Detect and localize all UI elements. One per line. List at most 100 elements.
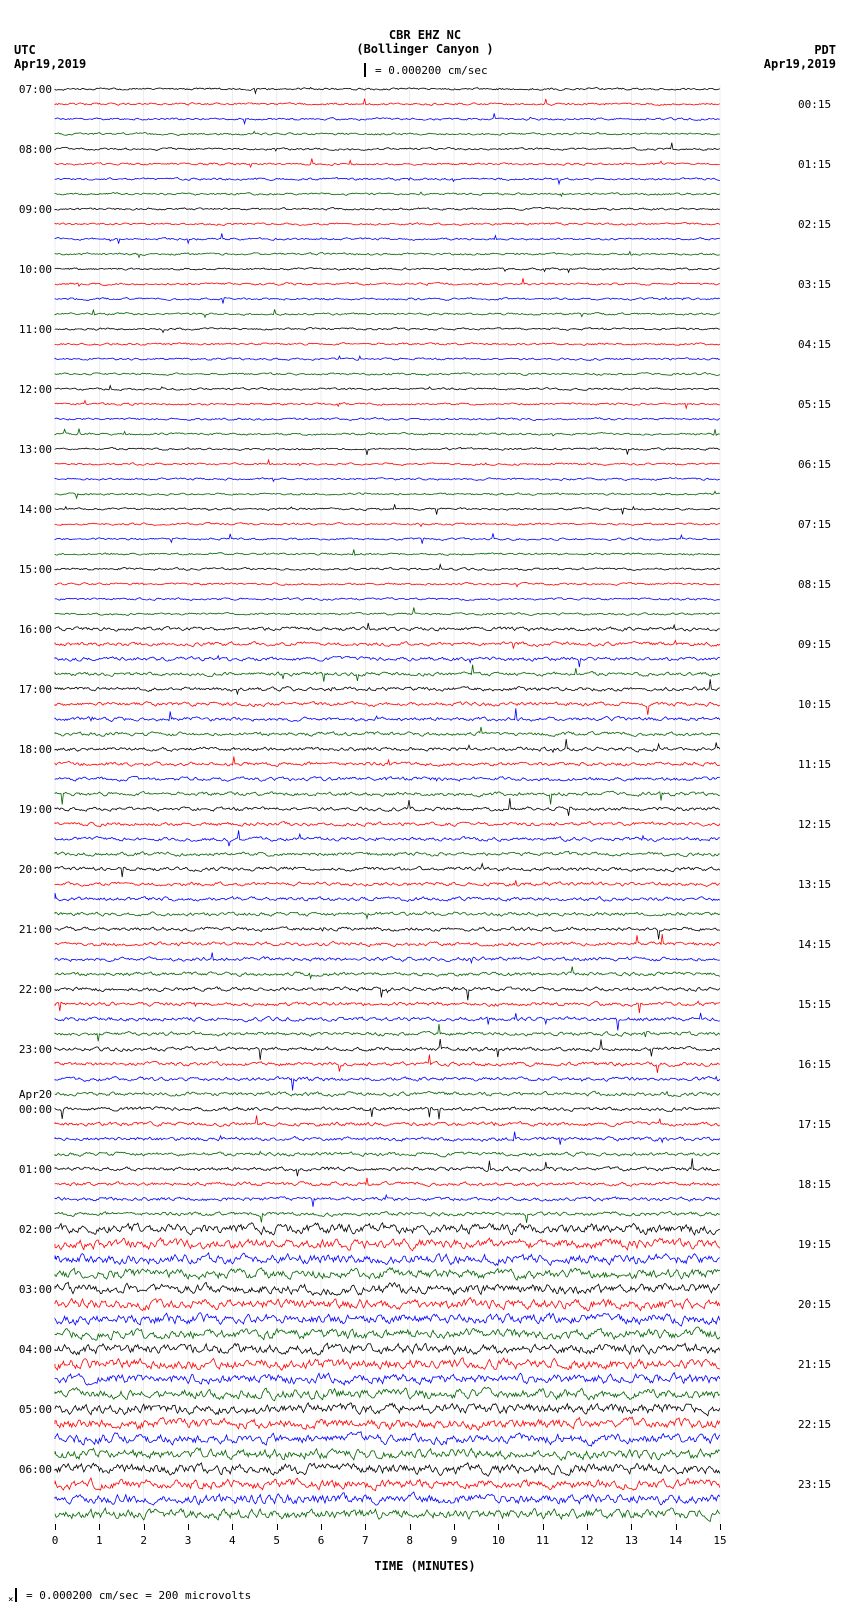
trace-row [55,1373,720,1385]
x-tick-mark [720,1524,721,1530]
trace-row [55,1077,720,1091]
trace-row [55,159,720,168]
trace-row [55,1327,720,1340]
trace-row [55,327,720,332]
trace-row [55,418,720,421]
left-time-label: 16:00 [19,623,52,636]
trace-row [55,1387,720,1400]
trace-row [55,1298,720,1311]
right-time-labels: 00:1501:1502:1503:1504:1505:1506:1507:15… [796,85,836,1525]
trace-row [55,1313,720,1326]
trace-row [55,207,720,210]
left-time-label: 03:00 [19,1283,52,1296]
right-time-label: 19:15 [798,1238,831,1251]
trace-row [55,113,720,123]
tz-left-name: UTC [14,43,86,57]
left-time-label: 12:00 [19,383,52,396]
x-tick: 12 [580,1534,593,1547]
trace-row [55,1492,720,1505]
trace-row [55,953,720,963]
right-time-label: 04:15 [798,338,831,351]
trace-row [55,549,720,555]
trace-row [55,1343,720,1355]
left-time-label: 08:00 [19,143,52,156]
trace-row [55,966,720,978]
trace-row [55,1001,720,1013]
trace-row [55,429,720,436]
x-tick: 9 [451,1534,458,1547]
left-time-label: 23:00 [19,1043,52,1056]
x-tick: 2 [140,1534,147,1547]
trace-row [55,1282,720,1295]
left-time-label: 20:00 [19,863,52,876]
left-time-label: 19:00 [19,803,52,816]
trace-row [55,192,720,196]
left-time-label: Apr20 [19,1088,52,1101]
trace-row [55,252,720,258]
right-time-label: 06:15 [798,458,831,471]
x-tick: 4 [229,1534,236,1547]
trace-row [55,1158,720,1176]
x-tick-mark [99,1524,100,1530]
right-time-label: 10:15 [798,698,831,711]
x-tick: 10 [492,1534,505,1547]
trace-row [55,927,720,940]
left-time-label: 14:00 [19,503,52,516]
trace-row [55,864,720,878]
right-time-label: 14:15 [798,938,831,951]
scale-bar-icon [364,63,366,77]
trace-row [55,1448,720,1460]
x-tick: 3 [185,1534,192,1547]
trace-row [55,533,720,543]
x-tick: 11 [536,1534,549,1547]
trace-row [55,143,720,151]
left-time-label: 05:00 [19,1403,52,1416]
right-time-label: 18:15 [798,1178,831,1191]
trace-row [55,1212,720,1223]
right-time-label: 20:15 [798,1298,831,1311]
trace-row [55,757,720,767]
trace-row [55,893,720,901]
trace-row [55,1223,720,1235]
right-time-label: 15:15 [798,998,831,1011]
x-axis-title: TIME (MINUTES) [0,1559,850,1573]
trace-row [55,582,720,587]
right-time-label: 21:15 [798,1358,831,1371]
left-time-labels: 07:0008:0009:0010:0011:0012:0013:0014:00… [14,85,54,1525]
x-tick-mark [144,1524,145,1530]
right-time-label: 11:15 [798,758,831,771]
x-tick-mark [277,1524,278,1530]
left-time-label: 21:00 [19,923,52,936]
right-time-label: 02:15 [798,218,831,231]
trace-row [55,268,720,273]
timezone-left: UTC Apr19,2019 [14,43,86,71]
left-time-label: 02:00 [19,1223,52,1236]
trace-row [55,386,720,391]
trace-row [55,822,720,827]
trace-row [55,1253,720,1266]
right-time-label: 17:15 [798,1118,831,1131]
x-axis: 0123456789101112131415 [55,1528,720,1558]
left-time-label: 04:00 [19,1343,52,1356]
trace-row [55,1013,720,1031]
trace-row [55,598,720,601]
header: CBR EHZ NC (Bollinger Canyon ) [0,28,850,56]
right-time-label: 01:15 [798,158,831,171]
left-time-label: 11:00 [19,323,52,336]
tz-left-date: Apr19,2019 [14,57,86,71]
trace-row [55,373,720,376]
trace-row [55,851,720,856]
footer-text: = 0.000200 cm/sec = 200 microvolts [26,1589,251,1602]
trace-row [55,1132,720,1145]
right-time-label: 16:15 [798,1058,831,1071]
scale-label: = 0.000200 cm/sec [0,64,850,78]
x-tick-mark [454,1524,455,1530]
x-tick: 6 [318,1534,325,1547]
right-time-label: 12:15 [798,818,831,831]
trace-row [55,1358,720,1370]
trace-row [55,1463,720,1477]
trace-row [55,830,720,846]
trace-row [55,223,720,226]
trace-row [55,679,720,694]
trace-row [55,656,720,667]
